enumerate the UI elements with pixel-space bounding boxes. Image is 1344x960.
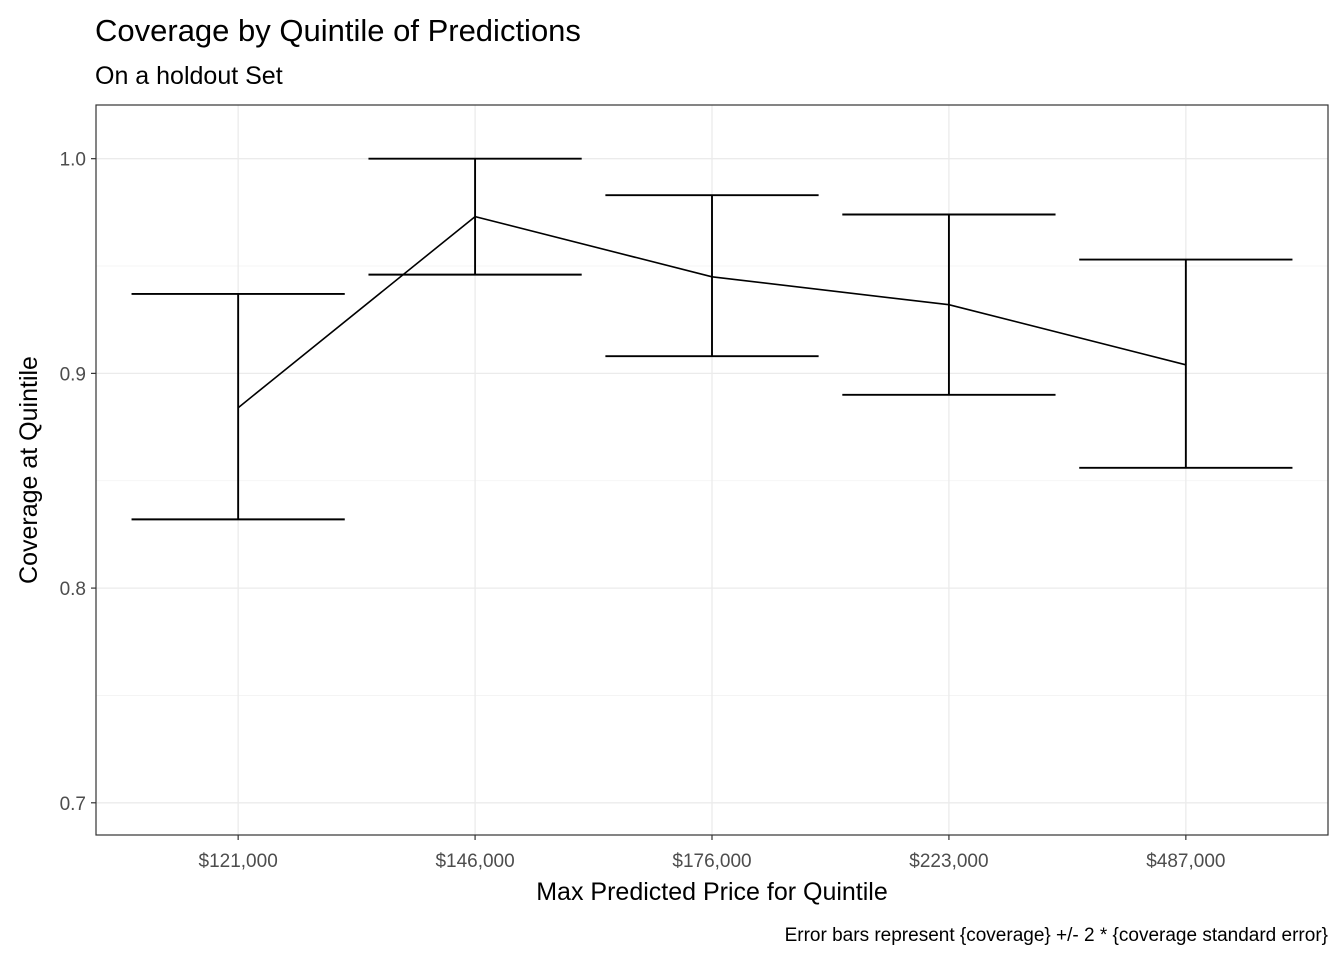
y-tick-label: 1.0 — [60, 150, 86, 171]
chart-caption: Error bars represent {coverage} +/- 2 * … — [785, 925, 1328, 946]
error-bar — [842, 213, 1056, 396]
x-tick-label: $146,000 — [435, 851, 514, 872]
x-tick-label: $487,000 — [1146, 851, 1225, 872]
y-tick-label: 0.9 — [60, 364, 86, 385]
chart-subtitle: On a holdout Set — [95, 62, 283, 90]
error-bar — [368, 157, 582, 276]
x-axis-title: Max Predicted Price for Quintile — [536, 878, 888, 906]
axes: 0.7 0.8 0.9 1.0 $121,000 $146,000 $176,000 $223… — [60, 150, 1226, 872]
x-tick-label: $121,000 — [199, 851, 278, 872]
series-layer — [131, 157, 1293, 521]
chart-title: Coverage by Quintile of Predictions — [95, 13, 581, 48]
error-bar — [131, 292, 345, 521]
y-tick-label: 0.8 — [60, 579, 86, 600]
error-bar — [1079, 258, 1293, 469]
error-bar — [605, 194, 819, 358]
x-tick-label: $176,000 — [672, 851, 751, 872]
y-tick-label: 0.7 — [60, 794, 86, 815]
x-tick-label: $223,000 — [909, 851, 988, 872]
y-axis-title: Coverage at Quintile — [15, 356, 43, 584]
